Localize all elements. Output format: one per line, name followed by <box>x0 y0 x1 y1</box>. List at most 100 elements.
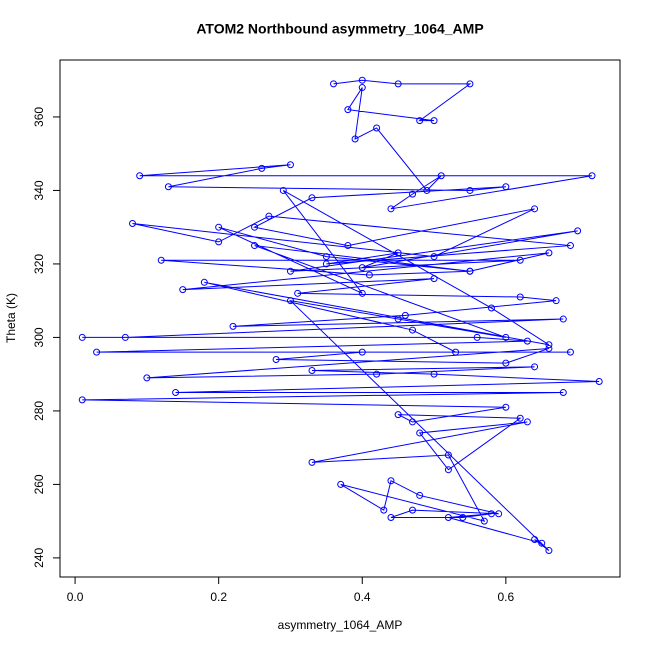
data-point <box>430 253 438 261</box>
data-point <box>272 355 280 363</box>
data-point <box>466 267 474 275</box>
data-point <box>380 506 388 514</box>
data-point <box>179 286 187 294</box>
data-point <box>344 106 352 114</box>
data-point <box>430 117 438 125</box>
data-point <box>93 348 101 356</box>
data-point <box>595 378 603 386</box>
data-point <box>401 311 409 319</box>
data-line <box>82 79 600 551</box>
data-point <box>129 220 137 228</box>
y-tick-label: 360 <box>32 107 46 127</box>
data-point <box>322 260 330 268</box>
data-point <box>416 429 424 437</box>
data-point <box>286 267 294 275</box>
data-point <box>516 293 524 301</box>
data-point <box>559 315 567 323</box>
data-point <box>502 403 510 411</box>
data-point <box>545 547 553 555</box>
data-point <box>121 333 129 341</box>
data-point <box>409 418 417 426</box>
data-point <box>423 186 431 194</box>
data-point <box>444 513 452 521</box>
data-point <box>545 249 553 257</box>
data-point <box>365 271 373 279</box>
data-point <box>373 124 381 132</box>
data-point <box>574 227 582 235</box>
data-point <box>545 341 553 349</box>
data-point <box>351 135 359 143</box>
data-point <box>251 242 259 250</box>
y-tick-label: 240 <box>32 548 46 568</box>
data-point <box>157 256 165 264</box>
data-point <box>258 164 266 172</box>
y-tick-label: 320 <box>32 254 46 274</box>
data-point <box>215 223 223 231</box>
y-tick-label: 340 <box>32 180 46 200</box>
data-point <box>337 480 345 488</box>
data-point <box>308 366 316 374</box>
data-point <box>502 359 510 367</box>
data-point <box>200 278 208 286</box>
data-point <box>523 418 531 426</box>
data-point <box>588 172 596 180</box>
data-point <box>502 183 510 191</box>
data-point <box>358 289 366 297</box>
data-point <box>394 80 402 88</box>
data-point <box>322 253 330 261</box>
data-point <box>538 539 546 547</box>
data-point <box>523 337 531 345</box>
data-point <box>545 344 553 352</box>
data-point <box>466 186 474 194</box>
data-point <box>437 172 445 180</box>
data-point <box>308 194 316 202</box>
data-point <box>416 117 424 125</box>
data-point <box>394 249 402 257</box>
data-point <box>78 396 86 404</box>
x-tick-label: 0.4 <box>354 590 371 604</box>
data-point <box>251 223 259 231</box>
data-point <box>279 186 287 194</box>
data-point <box>394 411 402 419</box>
data-point <box>78 333 86 341</box>
plot-frame <box>59 59 621 578</box>
data-point <box>566 348 574 356</box>
data-point <box>358 84 366 92</box>
data-point <box>531 536 539 544</box>
chart-title: ATOM2 Northbound asymmetry_1064_AMP <box>196 21 483 37</box>
data-point <box>409 506 417 514</box>
data-point <box>358 76 366 84</box>
data-point <box>495 510 503 518</box>
data-point <box>164 183 172 191</box>
data-point <box>286 161 294 169</box>
data-point <box>294 289 302 297</box>
data-point <box>459 513 467 521</box>
data-point <box>387 477 395 485</box>
y-tick-label: 260 <box>32 474 46 494</box>
data-point <box>387 205 395 213</box>
data-point <box>531 205 539 213</box>
data-point <box>330 80 338 88</box>
x-tick-label: 0.2 <box>210 590 227 604</box>
data-point <box>444 451 452 459</box>
data-point <box>136 172 144 180</box>
data-point <box>452 348 460 356</box>
data-point <box>430 275 438 283</box>
data-point <box>444 466 452 474</box>
data-point <box>516 414 524 422</box>
data-point <box>358 348 366 356</box>
y-axis-label: Theta (K) <box>4 293 18 343</box>
x-axis-label: asymmetry_1064_AMP <box>278 618 403 632</box>
data-point <box>416 491 424 499</box>
data-point <box>215 238 223 246</box>
data-point <box>487 304 495 312</box>
data-point <box>531 363 539 371</box>
data-point <box>566 242 574 250</box>
x-tick-label: 0.0 <box>67 590 84 604</box>
data-point <box>143 374 151 382</box>
x-tick-label: 0.6 <box>498 590 515 604</box>
data-point <box>559 389 567 397</box>
y-tick-label: 280 <box>32 401 46 421</box>
data-point <box>394 315 402 323</box>
